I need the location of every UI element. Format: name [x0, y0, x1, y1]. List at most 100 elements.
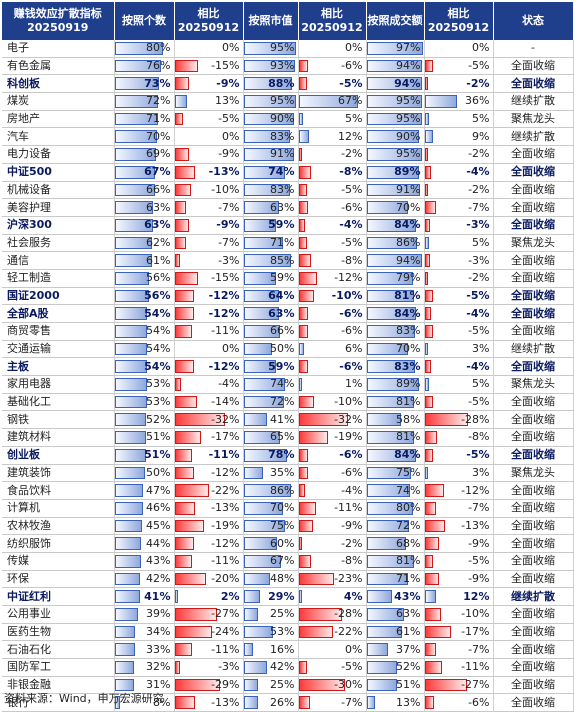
amount-change-cell: -3%: [424, 251, 494, 270]
row-name: 石油石化: [2, 640, 115, 660]
cell-value: 4%: [343, 589, 363, 603]
value-bar: [243, 625, 273, 639]
value-bar: [366, 537, 406, 550]
amount-cell: 84%: [366, 216, 425, 235]
negative-change-bar: [174, 448, 192, 462]
amount-change-cell: 36%: [424, 92, 494, 111]
table-row: 建筑材料 51% -17% 65% -19% 81% -8% 全面收缩: [2, 428, 574, 447]
cell-value: -10%: [331, 288, 363, 302]
value-bar: [366, 484, 410, 497]
mktcap-cell: 71%: [243, 234, 299, 253]
mktcap-change-cell: 67%: [298, 92, 367, 111]
count-change-cell: -11%: [174, 552, 244, 571]
cell-value: -3%: [218, 660, 240, 674]
cell-value: -15%: [211, 59, 240, 73]
row-name: 全部A股: [2, 304, 115, 323]
cell-value: 全面收缩: [511, 76, 555, 90]
cell-value: -12%: [208, 288, 240, 302]
cell-value: 沪深300: [7, 218, 52, 232]
negative-change-bar: [424, 431, 437, 444]
cell-value: 有色金属: [7, 59, 51, 73]
count-change-cell: -24%: [174, 623, 244, 642]
negative-change-bar: [424, 254, 430, 267]
status-cell: 继续扩散: [493, 92, 574, 111]
row-name: 公用事业: [2, 605, 115, 624]
amount-cell: 95%: [366, 110, 425, 129]
row-name: 沪深300: [2, 216, 115, 235]
amount-change-cell: -2%: [424, 145, 494, 164]
table-row: 主板 54% -12% 59% -6% 83% -4% 全面收缩: [2, 357, 574, 377]
row-name: 主板: [2, 357, 115, 377]
count-change-cell: -3%: [174, 658, 244, 677]
cell-value: 94%: [394, 76, 421, 90]
amount-cell: 63%: [366, 605, 425, 624]
cell-value: 计算机: [7, 501, 40, 515]
count-change-cell: 0%: [174, 40, 244, 58]
cell-value: -22%: [334, 625, 363, 639]
value-bar: [243, 696, 258, 710]
cell-value: -4%: [466, 359, 490, 373]
value-bar: [366, 271, 413, 285]
cell-value: 70%: [396, 342, 421, 356]
negative-change-bar: [174, 325, 192, 338]
count-cell: 34%: [114, 623, 175, 642]
mktcap-change-cell: -6%: [298, 464, 367, 483]
cell-value: -12%: [208, 306, 240, 320]
negative-change-bar: [298, 484, 305, 497]
cell-value: 67%: [338, 94, 363, 108]
value-bar: [366, 307, 416, 320]
cell-value: 继续扩散: [511, 129, 555, 143]
cell-value: 37%: [396, 642, 421, 656]
value-bar: [366, 395, 414, 409]
value-bar: [243, 519, 285, 533]
header-mktcap-change: 相比 20250912: [298, 2, 367, 40]
cell-value: -19%: [211, 518, 240, 532]
status-cell: 全面收缩: [493, 640, 574, 660]
cell-value: 5%: [472, 377, 490, 391]
cell-value: 83%: [270, 182, 295, 196]
amount-cell: 61%: [366, 623, 425, 642]
cell-value: 80%: [146, 41, 171, 55]
value-bar: [366, 77, 422, 91]
mktcap-cell: 88%: [243, 74, 299, 94]
negative-change-bar: [174, 572, 206, 586]
count-change-cell: -9%: [174, 74, 244, 94]
mktcap-change-cell: -6%: [298, 322, 367, 341]
mktcap-cell: 63%: [243, 198, 299, 217]
value-bar: [366, 183, 420, 197]
negative-change-bar: [424, 696, 434, 710]
cell-value: -27%: [461, 678, 490, 692]
table-row: 社会服务 62% -7% 71% -5% 86% 5% 聚焦龙头: [2, 234, 574, 253]
status-cell: -: [493, 40, 574, 58]
count-cell: 63%: [114, 198, 175, 217]
negative-change-bar: [298, 271, 317, 285]
mktcap-cell: 91%: [243, 145, 299, 164]
cell-value: -7%: [468, 501, 490, 515]
cell-value: 71%: [396, 571, 421, 585]
row-name: 环保: [2, 570, 115, 589]
status-cell: 全面收缩: [493, 357, 574, 377]
negative-change-bar: [424, 148, 428, 161]
negative-change-bar: [298, 289, 314, 303]
cell-value: 0%: [472, 41, 490, 55]
negative-change-bar: [424, 519, 445, 533]
cell-value: -8%: [339, 165, 363, 179]
mktcap-cell: 48%: [243, 570, 299, 589]
cell-value: -11%: [334, 501, 363, 515]
cell-value: 全面收缩: [511, 642, 555, 656]
mktcap-change-cell: -5%: [298, 74, 367, 94]
amount-change-cell: 3%: [424, 340, 494, 359]
value-bar: [114, 218, 153, 232]
cell-value: 94%: [396, 59, 421, 73]
negative-change-bar: [424, 77, 428, 91]
count-change-cell: -7%: [174, 198, 244, 217]
negative-change-bar: [424, 289, 433, 303]
cell-value: 76%: [146, 59, 171, 73]
value-bar: [366, 431, 414, 444]
amount-change-cell: 5%: [424, 234, 494, 253]
cell-value: -11%: [211, 554, 240, 568]
cell-value: 60%: [270, 536, 295, 550]
cell-value: 全面收缩: [511, 324, 555, 338]
amount-cell: 95%: [366, 145, 425, 164]
cell-value: 84%: [394, 448, 421, 462]
